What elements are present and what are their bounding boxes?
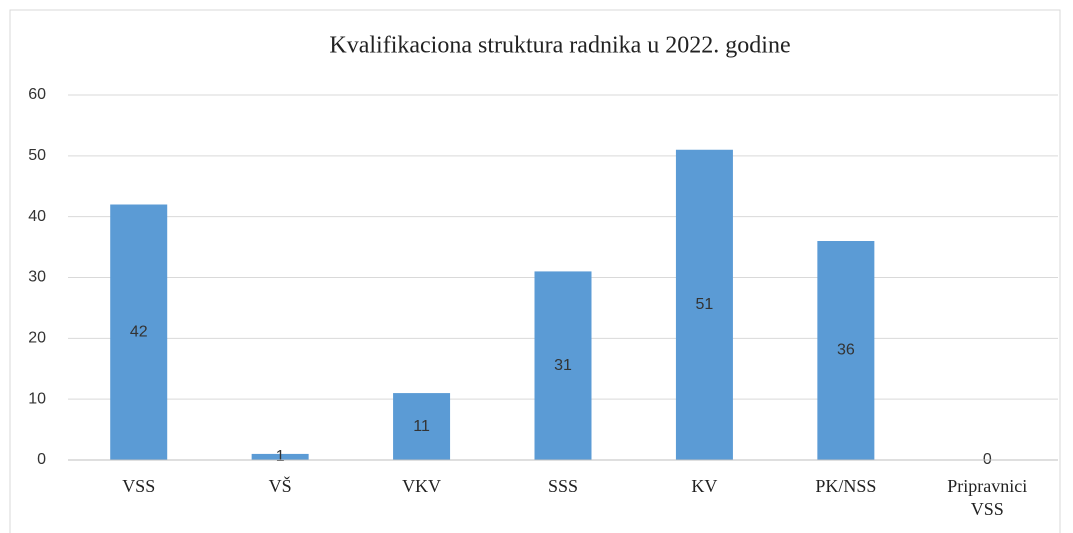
y-tick-label: 50	[28, 147, 46, 164]
data-label: 51	[696, 296, 714, 313]
data-label: 31	[554, 357, 572, 374]
y-tick-label: 40	[28, 208, 46, 225]
data-label: 36	[837, 342, 855, 359]
x-tick-label: Pripravnici VSS	[947, 476, 1027, 519]
bar	[817, 241, 875, 460]
bar	[675, 149, 733, 460]
chart-title: Kvalifikaciona struktura radnika u 2022.…	[329, 33, 790, 59]
y-tick-label: 10	[28, 390, 46, 407]
data-label: 1	[276, 448, 285, 465]
chart-frame	[9, 9, 1061, 533]
bar	[110, 204, 168, 460]
x-tick-label: VŠ	[269, 475, 292, 496]
y-tick-label: 30	[28, 269, 46, 286]
x-tick-label: VKV	[402, 476, 441, 496]
x-tick-label: SSS	[548, 476, 578, 496]
x-tick-label: VSS	[122, 476, 155, 496]
data-label: 42	[130, 323, 148, 340]
y-tick-label: 60	[28, 86, 46, 103]
bar	[393, 393, 451, 460]
x-tick-label: KV	[691, 476, 717, 496]
y-tick-label: 0	[37, 451, 46, 468]
data-label: 11	[413, 418, 430, 435]
bar	[251, 453, 309, 460]
bar	[534, 271, 592, 460]
y-tick-label: 20	[28, 330, 46, 347]
x-tick-label: PK/NSS	[815, 476, 876, 496]
